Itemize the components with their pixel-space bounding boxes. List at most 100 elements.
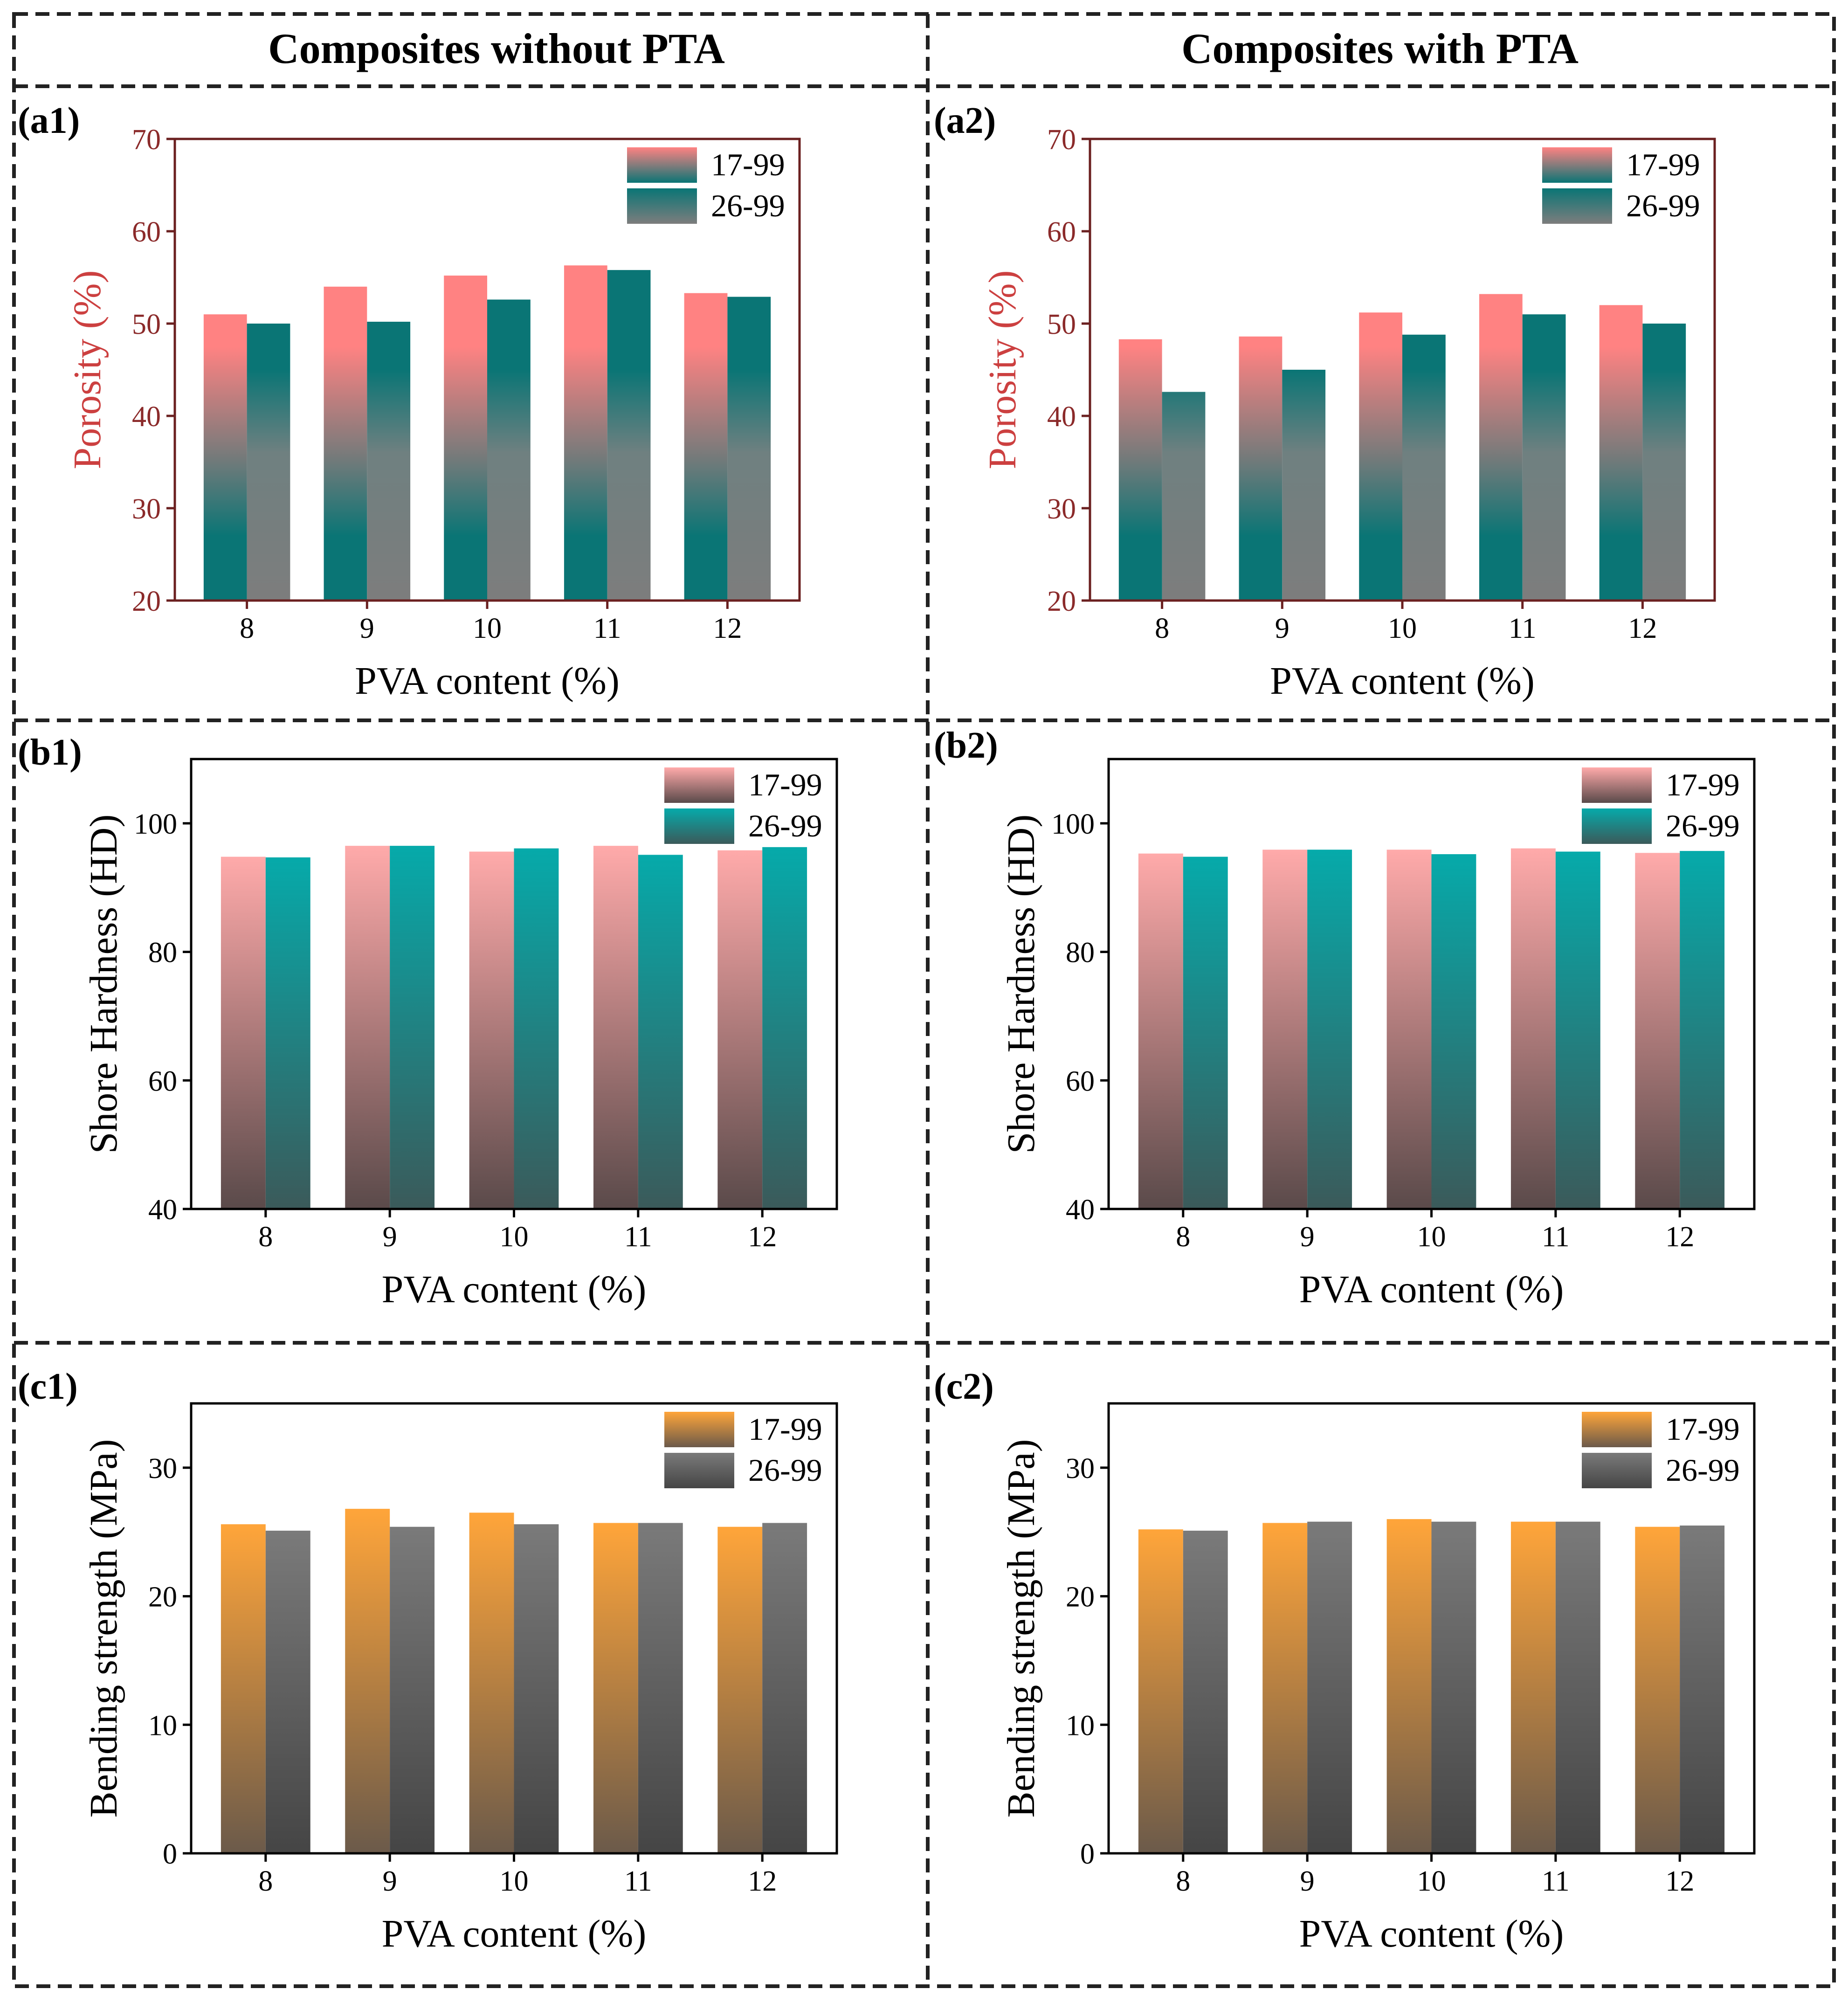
legend-label-26-99: 26-99	[1666, 1452, 1740, 1488]
legend-label-17-99: 17-99	[1666, 767, 1740, 802]
y-tick-label: 50	[132, 309, 161, 340]
y-tick-label: 10	[1066, 1710, 1095, 1741]
bar-17-99-9	[324, 286, 367, 601]
bar-17-99-11	[593, 1523, 638, 1853]
bar-17-99-9	[1262, 850, 1308, 1209]
bar-17-99-11	[1510, 848, 1556, 1209]
bar-26-99-8	[1162, 392, 1206, 601]
bar-26-99-8	[1183, 1530, 1228, 1853]
panel-a1: (a1) 20 30 40 50 60 70 8 9 10 11 12 PVA content (%) P…	[18, 100, 801, 703]
bar-26-99-11	[638, 855, 683, 1209]
bar-26-99-12	[762, 1523, 807, 1853]
x-tick-label: 8	[258, 1221, 273, 1253]
bar-17-99-9	[1262, 1523, 1308, 1853]
y-tick-label: 40	[1047, 401, 1076, 433]
x-tick-label: 10	[473, 613, 502, 644]
header-without-pta: Composites without PTA	[268, 25, 725, 72]
x-tick-label: 12	[713, 613, 742, 644]
panel-label: (a1)	[18, 100, 80, 141]
y-tick-label: 60	[1066, 1065, 1095, 1097]
panel-b1: (b1) 40 60 80 100 8 9 10 11 12 PVA content (%) Shor…	[18, 732, 838, 1311]
x-tick-label: 10	[1388, 613, 1417, 644]
y-tick-label: 100	[134, 808, 177, 840]
legend-swatch-17-99	[1582, 1412, 1652, 1447]
x-tick-label: 11	[1509, 613, 1537, 644]
legend-swatch-26-99	[1542, 188, 1612, 224]
legend-swatch-26-99	[1582, 808, 1652, 844]
y-axis-title: Bending strength (MPa)	[82, 1439, 125, 1818]
legend-swatch-26-99	[1582, 1453, 1652, 1488]
panel-c2: (c2) 0 10 20 30 8 9 10 11 12 PVA content (%) Bendin…	[934, 1366, 1756, 1955]
bar-26-99-12	[1680, 851, 1725, 1209]
legend-label-26-99: 26-99	[1626, 188, 1700, 223]
y-tick-label: 10	[148, 1710, 177, 1741]
x-tick-label: 9	[360, 613, 374, 644]
bar-17-99-8	[221, 1524, 266, 1853]
bar-26-99-8	[247, 324, 290, 601]
y-tick-label: 20	[148, 1582, 177, 1613]
bar-17-99-8	[1138, 1529, 1183, 1853]
bar-26-99-10	[1402, 334, 1446, 601]
panel-label: (a2)	[934, 100, 996, 141]
y-axis-title: Shore Hardness (HD)	[82, 815, 125, 1154]
x-tick-label: 8	[1176, 1865, 1190, 1897]
x-tick-label: 11	[593, 613, 621, 644]
y-tick-label: 0	[1080, 1838, 1095, 1870]
x-tick-label: 10	[1417, 1865, 1446, 1897]
panel-label: (b2)	[934, 725, 998, 766]
bar-26-99-9	[1282, 370, 1326, 601]
y-tick-label: 40	[1066, 1194, 1095, 1226]
x-tick-label: 11	[1542, 1221, 1570, 1253]
y-tick-label: 30	[148, 1453, 177, 1485]
panel-c1: (c1) 0 10 20 30 8 9 10 11 12 PVA content (%) Bendin…	[18, 1366, 838, 1955]
header-with-pta: Composites with PTA	[1181, 25, 1579, 72]
y-tick-label: 20	[1047, 586, 1076, 617]
y-tick-label: 40	[132, 401, 161, 433]
bar-17-99-10	[469, 851, 514, 1209]
bar-17-99-8	[203, 314, 247, 601]
legend-label-17-99: 17-99	[748, 767, 822, 802]
x-tick-label: 9	[1275, 613, 1289, 644]
y-tick-label: 20	[1066, 1582, 1095, 1613]
y-tick-label: 30	[1047, 493, 1076, 525]
bar-17-99-11	[593, 846, 638, 1209]
bar-26-99-10	[514, 848, 559, 1209]
x-tick-label: 9	[1300, 1865, 1315, 1897]
bar-17-99-12	[717, 850, 763, 1209]
y-tick-label: 50	[1047, 309, 1076, 340]
bar-26-99-12	[727, 297, 771, 601]
y-axis-title: Shore Hardness (HD)	[1000, 815, 1043, 1154]
panel-label: (b1)	[18, 732, 82, 773]
y-tick-label: 60	[1047, 216, 1076, 248]
bar-17-99-10	[1359, 312, 1402, 601]
legend-label-26-99: 26-99	[748, 1452, 822, 1488]
x-tick-label: 12	[1665, 1221, 1694, 1253]
bar-17-99-10	[469, 1513, 514, 1853]
panel-frames	[12, 12, 1836, 1988]
panel-label: (c1)	[18, 1366, 78, 1407]
legend-label-17-99: 17-99	[711, 147, 785, 182]
panel-a2: (a2) 20 30 40 50 60 70 8 9 10 11 12 PVA content (%) P…	[934, 100, 1716, 703]
bar-17-99-10	[1386, 1519, 1432, 1853]
bar-26-99-9	[1307, 1521, 1352, 1853]
x-tick-label: 10	[500, 1865, 529, 1897]
x-tick-label: 9	[1300, 1221, 1315, 1253]
bar-26-99-11	[1555, 851, 1600, 1209]
y-tick-label: 80	[1066, 937, 1095, 969]
bar-26-99-8	[1183, 856, 1228, 1209]
bar-17-99-11	[1510, 1521, 1556, 1853]
y-tick-label: 30	[1066, 1453, 1095, 1485]
x-tick-label: 10	[1417, 1221, 1446, 1253]
x-tick-label: 12	[1665, 1865, 1694, 1897]
bar-26-99-8	[265, 1530, 310, 1853]
outer-frame	[12, 12, 1836, 1988]
x-tick-label: 12	[1628, 613, 1657, 644]
bar-17-99-8	[1138, 853, 1183, 1209]
y-tick-label: 80	[148, 937, 177, 969]
legend-swatch-26-99	[664, 1453, 734, 1488]
legend-label-17-99: 17-99	[748, 1411, 822, 1447]
y-tick-label: 0	[163, 1838, 177, 1870]
y-tick-label: 70	[132, 124, 161, 156]
x-tick-label: 12	[748, 1865, 777, 1897]
bar-26-99-12	[1642, 324, 1686, 601]
